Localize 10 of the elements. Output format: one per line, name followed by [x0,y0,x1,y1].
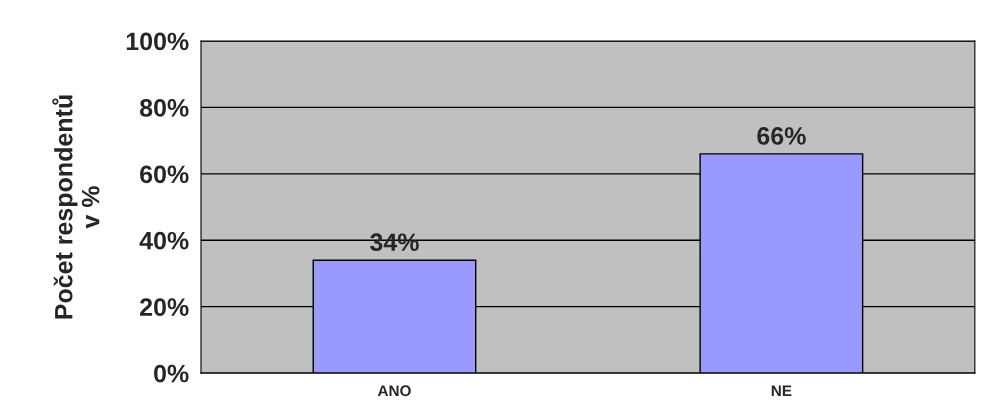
y-tick-label: 20% [140,298,189,316]
x-tick-label: NE [771,385,792,396]
y-tick-label: 80% [139,99,189,117]
y-tick-label: 100% [126,32,189,51]
y-tick-label: 60% [140,165,189,184]
y-tick-label: 40% [139,231,189,250]
y-tick-label: 0% [154,364,189,383]
x-tick-label: ANO [377,385,411,397]
data-label: 66% [757,127,806,145]
y-axis-title: Počet respondentů v % [52,95,100,319]
